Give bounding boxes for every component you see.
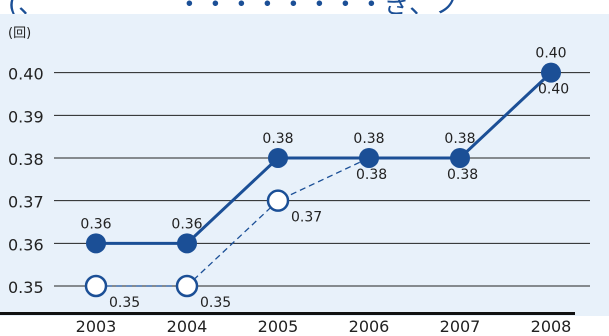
data-point-filled	[86, 233, 106, 254]
plot-panel	[0, 14, 609, 316]
data-point-hollow	[266, 189, 290, 212]
data-label-hollow: 0.35	[109, 295, 140, 311]
data-label-filled: 0.38	[444, 131, 475, 147]
x-tick-label: 2008	[531, 317, 572, 336]
data-point-hollow	[175, 274, 199, 298]
data-label-hollow: 0.38	[356, 167, 387, 183]
cropped-title-text: (、 ・・・・・・・・ぎ、ノ	[8, 0, 461, 14]
y-tick-label: 0.37	[8, 193, 44, 212]
data-point-filled	[541, 62, 561, 83]
x-tick-label: 2004	[167, 317, 208, 336]
y-tick-label: 0.38	[8, 150, 44, 169]
data-label-filled: 0.38	[262, 131, 293, 147]
x-tick-label: 2005	[258, 317, 299, 336]
y-tick-label: 0.40	[8, 65, 44, 84]
x-axis-ticks: 2003 2004 2005 2006 2007 2008	[76, 317, 572, 336]
data-label-filled: 0.38	[353, 131, 384, 147]
data-label-hollow: 0.37	[291, 210, 322, 226]
data-label-hollow: 0.40	[538, 82, 569, 98]
y-axis-unit-label: (回)	[8, 26, 31, 41]
series-group: 0.35 0.35 0.37 0.38 0.38 0.40 0.36 0.36 0.38 0.38…	[80, 46, 569, 311]
grid-lines	[54, 72, 590, 287]
y-tick-label: 0.36	[8, 235, 44, 254]
y-tick-label: 0.35	[8, 278, 44, 297]
data-label-filled: 0.36	[80, 216, 111, 232]
data-label-hollow: 0.35	[200, 295, 231, 311]
x-tick-label: 2007	[440, 317, 481, 336]
x-tick-label: 2006	[349, 317, 390, 336]
data-label-filled: 0.36	[171, 216, 202, 232]
cropped-title: (、 ・・・・・・・・ぎ、ノ	[0, 0, 609, 14]
data-point-hollow	[84, 274, 108, 298]
data-point-filled	[268, 147, 288, 168]
series-line-dashed	[96, 72, 552, 287]
data-label-hollow: 0.38	[447, 167, 478, 183]
data-point-filled	[450, 147, 470, 168]
data-label-filled: 0.40	[535, 46, 566, 62]
series-line-solid	[96, 71, 553, 245]
data-point-filled	[359, 147, 379, 168]
y-axis-ticks: 0.35 0.36 0.37 0.38 0.39 0.40	[8, 65, 44, 297]
x-axis-baseline	[0, 312, 575, 315]
x-tick-label: 2003	[76, 317, 117, 336]
y-tick-label: 0.39	[8, 107, 44, 126]
data-point-filled	[177, 233, 197, 254]
